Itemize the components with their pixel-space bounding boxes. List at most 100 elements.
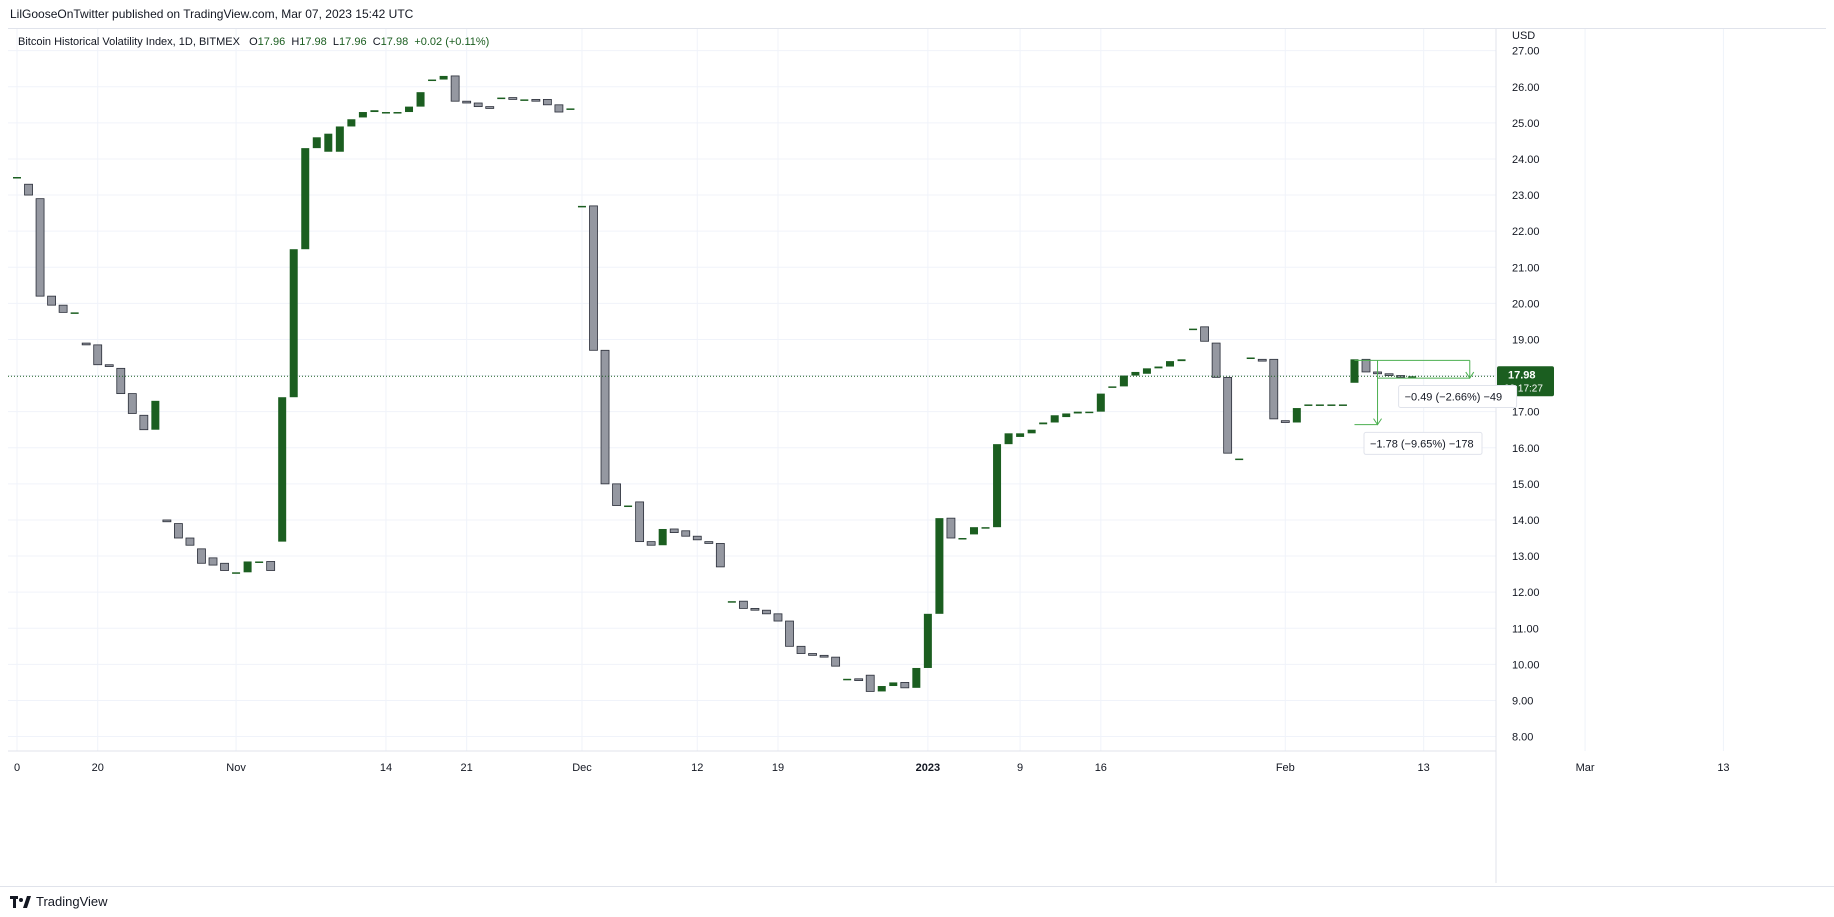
candle[interactable]	[35, 198, 45, 297]
candle[interactable]	[1050, 415, 1059, 423]
brand-footer[interactable]: TradingView	[10, 894, 108, 909]
candle[interactable]	[1235, 458, 1244, 461]
candle[interactable]	[819, 654, 829, 658]
candle[interactable]	[462, 100, 472, 104]
candle[interactable]	[1027, 429, 1036, 434]
candle[interactable]	[1223, 376, 1233, 454]
candle[interactable]	[1211, 342, 1221, 378]
candle[interactable]	[232, 572, 241, 574]
symbol-legend[interactable]: Bitcoin Historical Volatility Index, 1D,…	[18, 36, 489, 48]
candle[interactable]	[416, 92, 425, 107]
candle[interactable]	[1200, 326, 1209, 342]
candle[interactable]	[47, 295, 56, 306]
candle[interactable]	[762, 609, 771, 615]
candle[interactable]	[1119, 375, 1128, 387]
candle[interactable]	[116, 367, 126, 395]
chart-canvas[interactable]: 8.00 9.00 10.00 11.00 12.00 13.00 14.00 15.00 16…	[8, 29, 1826, 883]
candle[interactable]	[70, 312, 79, 314]
candle[interactable]	[13, 177, 21, 179]
candle[interactable]	[1269, 358, 1279, 420]
candle[interactable]	[312, 137, 321, 149]
candle[interactable]	[162, 519, 172, 523]
candle[interactable]	[324, 133, 333, 152]
candle[interactable]	[738, 600, 748, 609]
candle[interactable]	[958, 538, 967, 540]
candle[interactable]	[566, 108, 575, 110]
candle[interactable]	[405, 106, 414, 113]
candle[interactable]	[289, 249, 298, 398]
candle[interactable]	[1131, 371, 1140, 376]
candle[interactable]	[865, 674, 875, 692]
candle[interactable]	[1142, 368, 1151, 374]
candle[interactable]	[1361, 358, 1371, 373]
candle[interactable]	[1096, 393, 1105, 412]
candle[interactable]	[1004, 433, 1013, 445]
candle[interactable]	[266, 561, 276, 571]
candle[interactable]	[542, 98, 552, 106]
candle[interactable]	[104, 364, 114, 367]
candle[interactable]	[681, 530, 691, 537]
candle[interactable]	[531, 98, 541, 102]
candle[interactable]	[969, 527, 978, 535]
candle[interactable]	[358, 112, 367, 118]
candle[interactable]	[439, 75, 448, 80]
candle[interactable]	[1085, 411, 1094, 414]
candle[interactable]	[646, 541, 656, 546]
candle[interactable]	[1350, 359, 1359, 383]
candle[interactable]	[1304, 404, 1313, 406]
candle[interactable]	[889, 682, 898, 687]
candle[interactable]	[508, 97, 518, 100]
candle[interactable]	[1315, 404, 1324, 406]
candle[interactable]	[750, 608, 760, 611]
candle[interactable]	[497, 97, 506, 100]
candle[interactable]	[1073, 411, 1082, 414]
candle[interactable]	[185, 537, 195, 546]
candle[interactable]	[946, 517, 956, 539]
candle[interactable]	[912, 667, 921, 688]
candle[interactable]	[278, 397, 287, 542]
candle[interactable]	[370, 110, 379, 113]
candle[interactable]	[1408, 376, 1417, 378]
candle[interactable]	[1292, 408, 1301, 423]
candle[interactable]	[197, 548, 206, 564]
candle[interactable]	[520, 99, 529, 101]
candle[interactable]	[428, 79, 437, 82]
candle[interactable]	[381, 112, 390, 114]
candle[interactable]	[993, 444, 1002, 528]
candle[interactable]	[1189, 328, 1198, 331]
candle[interactable]	[485, 106, 495, 109]
candle[interactable]	[785, 620, 794, 647]
candle[interactable]	[93, 344, 103, 366]
candle[interactable]	[58, 304, 68, 313]
candle[interactable]	[554, 104, 564, 113]
candle[interactable]	[1108, 386, 1117, 388]
candle[interactable]	[450, 75, 460, 102]
candle[interactable]	[127, 393, 137, 414]
candle[interactable]	[139, 414, 149, 431]
candle[interactable]	[393, 112, 402, 114]
candle[interactable]	[704, 541, 714, 544]
candle[interactable]	[635, 501, 645, 543]
candle[interactable]	[151, 400, 160, 430]
candle[interactable]	[773, 613, 783, 622]
candle[interactable]	[796, 645, 806, 654]
candle[interactable]	[589, 205, 598, 351]
candle[interactable]	[1154, 366, 1163, 369]
candle[interactable]	[174, 523, 183, 539]
candle[interactable]	[1257, 358, 1267, 362]
candle[interactable]	[243, 561, 252, 573]
chart-frame[interactable]: 8.00 9.00 10.00 11.00 12.00 13.00 14.00 15.00 16…	[8, 28, 1826, 883]
candle[interactable]	[1166, 361, 1174, 367]
candle[interactable]	[1246, 357, 1255, 360]
candle[interactable]	[1338, 404, 1347, 406]
candle[interactable]	[612, 483, 621, 506]
candle[interactable]	[669, 528, 679, 533]
candle[interactable]	[900, 682, 910, 689]
candle[interactable]	[208, 557, 218, 566]
candle[interactable]	[624, 505, 633, 508]
candle[interactable]	[658, 528, 667, 546]
candle[interactable]	[808, 653, 817, 656]
candle[interactable]	[935, 518, 944, 614]
candle[interactable]	[1280, 420, 1290, 423]
candle[interactable]	[1177, 359, 1186, 362]
